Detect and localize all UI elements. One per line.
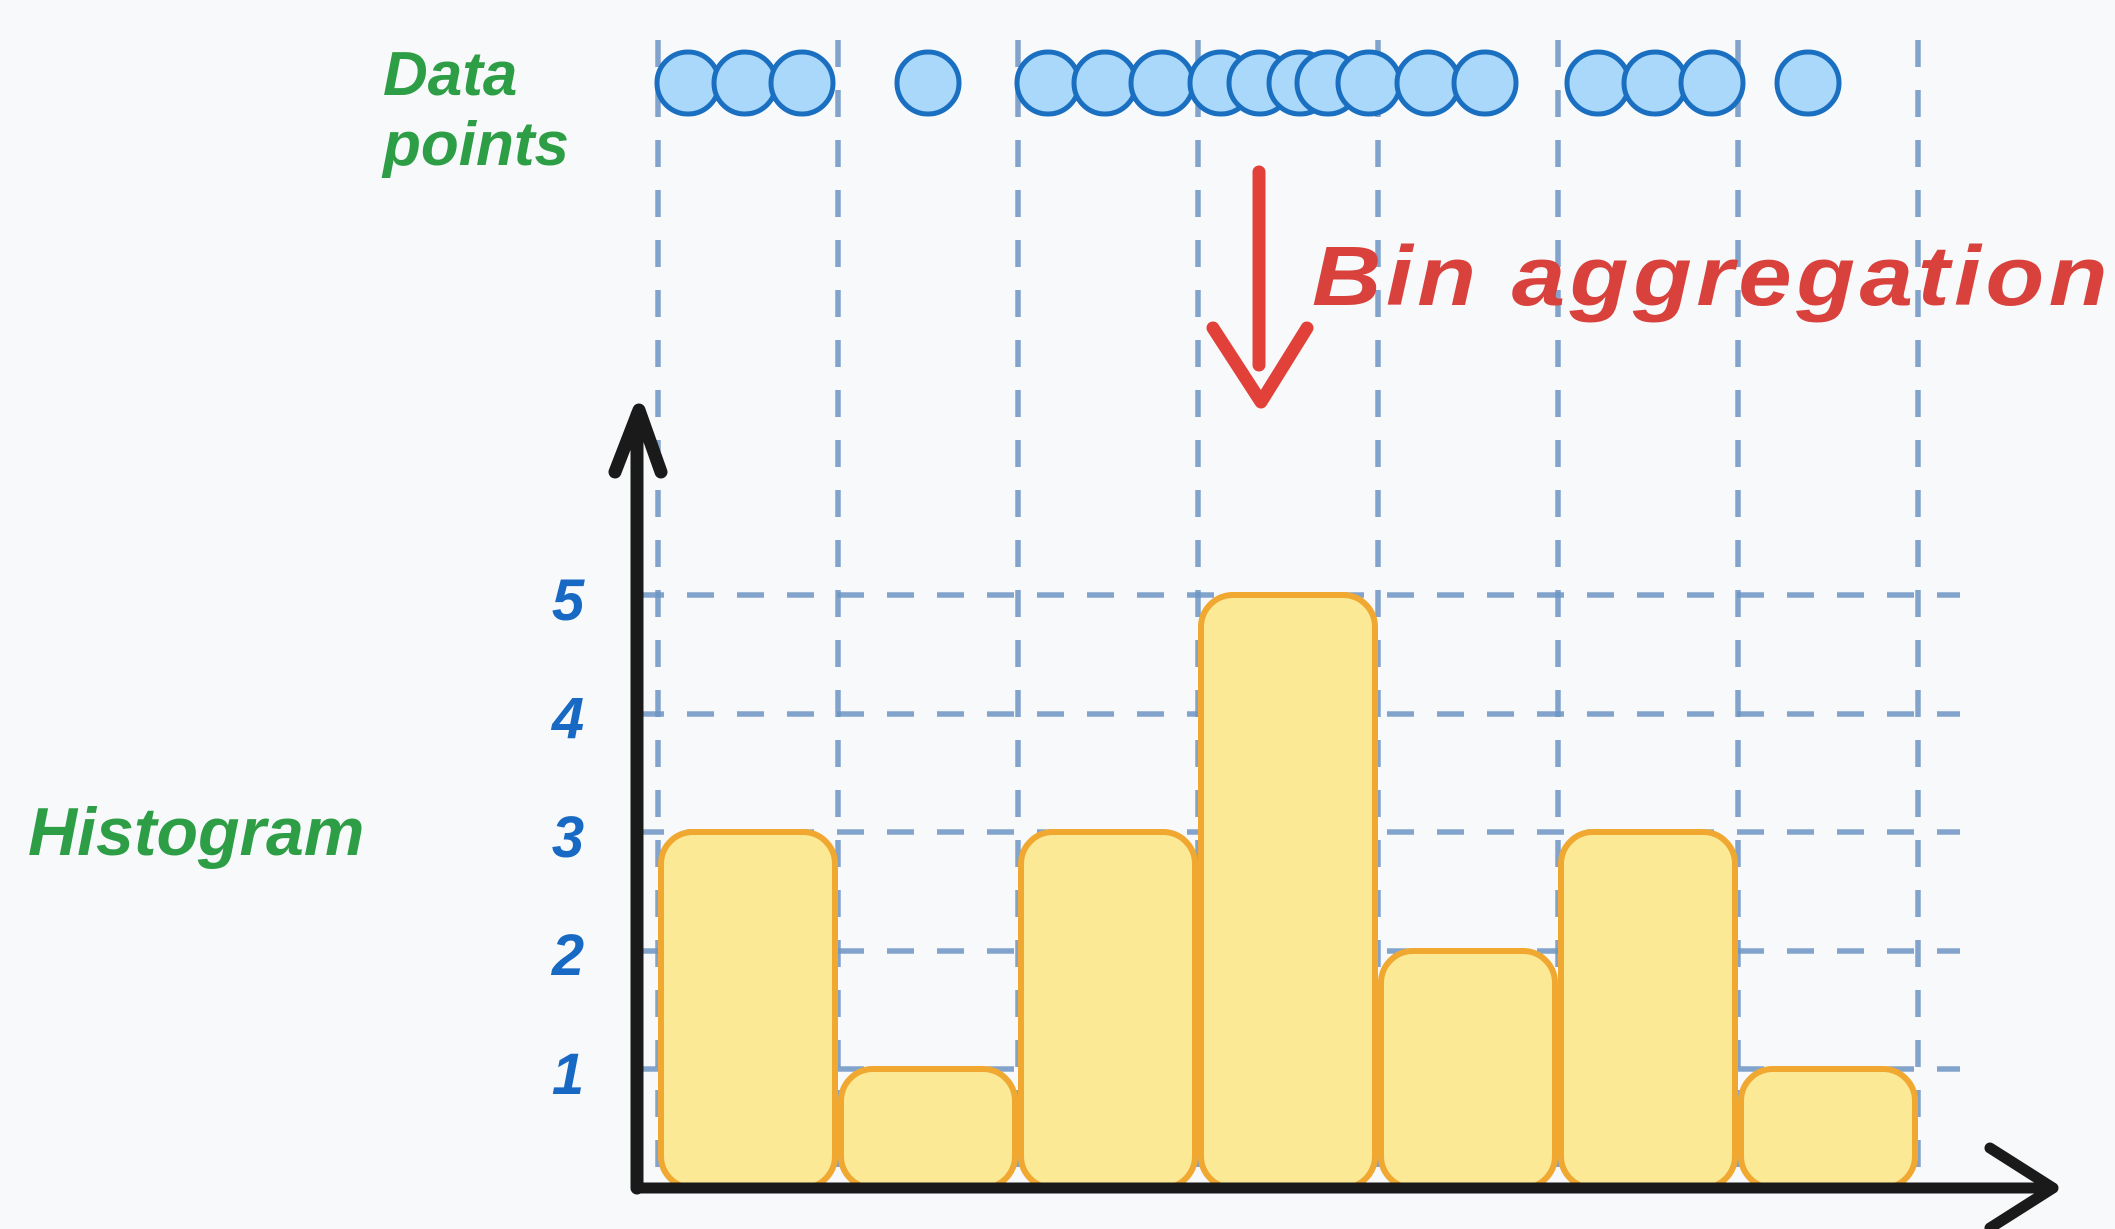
svg-text:Data: Data (383, 40, 517, 109)
svg-text:5: 5 (552, 568, 585, 633)
svg-text:3: 3 (552, 805, 584, 870)
svg-text:points: points (381, 110, 569, 179)
svg-text:4: 4 (551, 686, 584, 751)
svg-text:Histogram: Histogram (28, 794, 364, 870)
svg-text:1: 1 (552, 1042, 584, 1107)
svg-text:Bin aggregation: Bin aggregation (1312, 229, 2112, 323)
svg-text:2: 2 (551, 923, 584, 988)
